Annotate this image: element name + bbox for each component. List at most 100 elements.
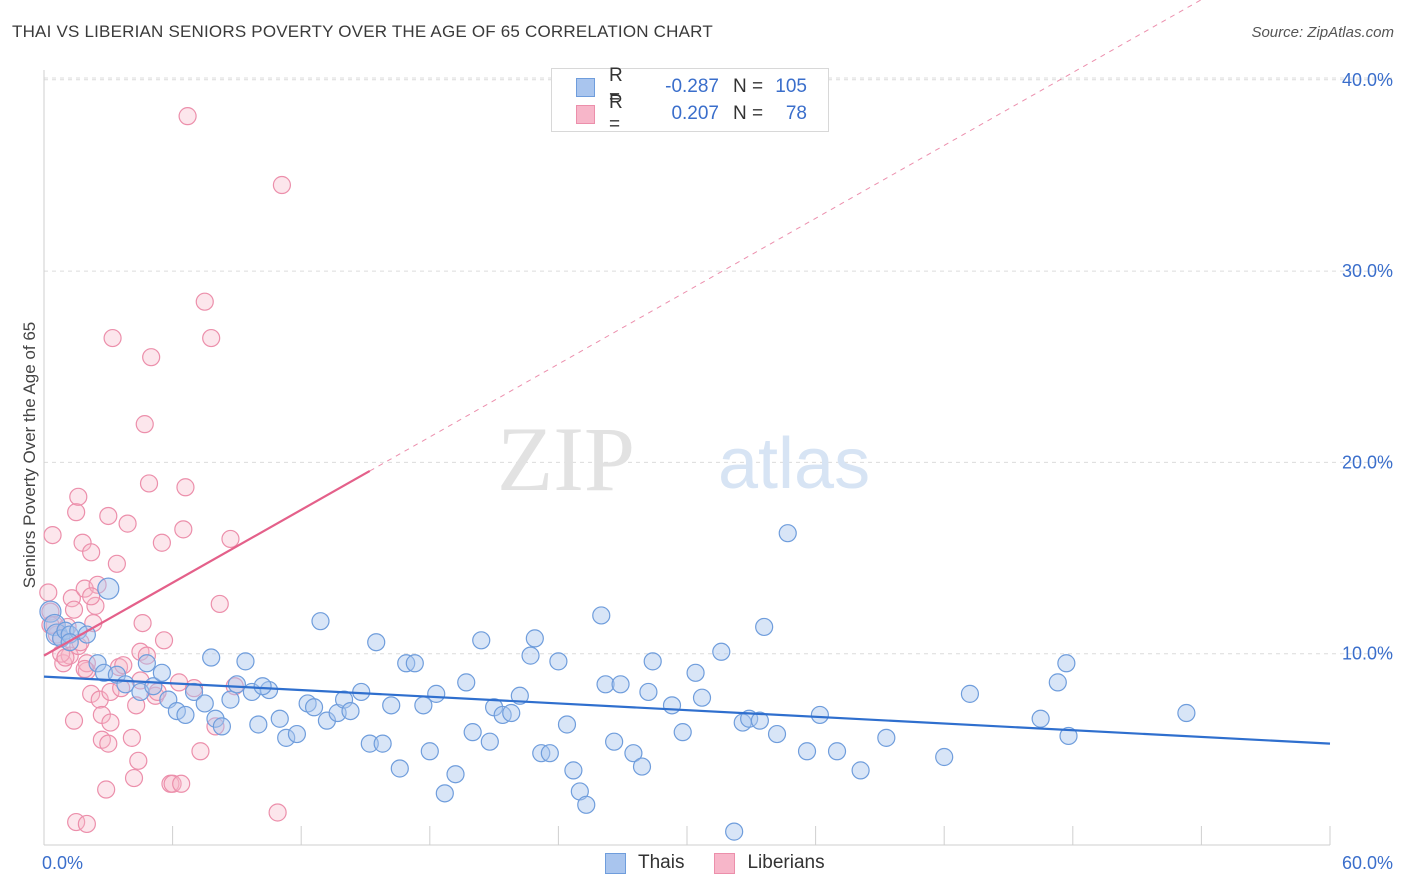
- liberians-point: [118, 514, 137, 533]
- liberians-point: [272, 175, 292, 195]
- thais-point: [564, 761, 583, 780]
- thais-point: [472, 631, 491, 650]
- thais-points: [39, 524, 1196, 841]
- thais-point: [797, 742, 817, 761]
- trend-lines: [43, 0, 1331, 745]
- thais-point: [270, 709, 289, 728]
- liberians-point: [133, 613, 152, 633]
- liberians-swatch: [714, 852, 736, 874]
- thais-point: [767, 724, 787, 744]
- thais-point: [457, 673, 476, 692]
- liberians-point: [64, 600, 84, 619]
- thais-point: [382, 696, 401, 715]
- n-label: N =: [733, 76, 764, 97]
- thais-point: [390, 759, 409, 778]
- thais-point: [686, 663, 705, 682]
- thais-point: [202, 648, 221, 667]
- liberians-point: [137, 646, 156, 665]
- r-value: -0.287: [665, 76, 719, 97]
- thais-point: [463, 723, 482, 742]
- thais-point: [480, 732, 499, 751]
- watermark-zip: ZIP: [497, 408, 635, 510]
- source-label: Source: ZipAtlas.com: [1251, 24, 1394, 41]
- thais-point: [639, 682, 658, 702]
- thais-point: [97, 577, 120, 600]
- y-tick-label: 30.0%: [1342, 261, 1393, 281]
- thais-point: [1057, 654, 1076, 673]
- liberians-point: [43, 525, 62, 545]
- liberians-point: [41, 602, 60, 621]
- liberians-trend-line: [43, 470, 371, 657]
- liberians-point: [178, 107, 197, 126]
- thais-point: [549, 652, 568, 671]
- liberians-point: [176, 478, 195, 497]
- thais-point: [304, 698, 324, 717]
- liberians-point: [101, 682, 120, 702]
- y-tick-label: 40.0%: [1342, 70, 1393, 90]
- axes: [43, 70, 1331, 846]
- liberians-point: [97, 780, 116, 799]
- thais-point: [632, 757, 652, 776]
- thais-point: [405, 654, 424, 673]
- thais-point: [750, 711, 769, 730]
- thais-point: [778, 524, 797, 543]
- r-label: R =: [609, 92, 623, 135]
- legend-item-thais[interactable]: Thais: [605, 852, 684, 874]
- liberians-point: [101, 713, 120, 732]
- thais-point: [510, 686, 529, 705]
- thais-trend-line: [43, 675, 1331, 745]
- liberians-point: [172, 774, 191, 793]
- thais-point: [502, 703, 521, 723]
- liberians-point: [99, 506, 118, 526]
- liberians-point: [210, 594, 229, 614]
- thais-point: [249, 715, 268, 734]
- liberians-point: [127, 696, 146, 715]
- legend-row-thais: R = -0.287 N = 105: [576, 65, 807, 108]
- chart-title: THAI VS LIBERIAN SENIORS POVERTY OVER TH…: [12, 22, 713, 41]
- thais-point: [877, 728, 896, 747]
- y-tick-label: 10.0%: [1342, 644, 1393, 664]
- liberians-point: [103, 328, 122, 348]
- thais-point: [227, 675, 246, 694]
- legend-item-liberians[interactable]: Liberians: [714, 852, 825, 874]
- thais-point: [373, 734, 392, 753]
- liberians-point: [139, 474, 159, 493]
- liberians-point: [221, 529, 240, 549]
- liberians-point: [202, 328, 221, 348]
- liberians-point: [129, 751, 148, 770]
- thais-point: [605, 732, 624, 751]
- thais-point: [521, 646, 540, 665]
- thais-point: [540, 744, 559, 763]
- liberians-point: [174, 520, 193, 539]
- thais-point: [577, 795, 596, 814]
- tick-labels: 10.0% 20.0% 30.0% 40.0% 0.0% 60.0%: [42, 70, 1393, 873]
- thais-point: [725, 822, 744, 841]
- thais-point: [611, 675, 630, 694]
- thais-point: [152, 663, 171, 682]
- liberians-point: [142, 348, 161, 367]
- thais-point: [277, 728, 296, 747]
- liberians-point: [62, 589, 81, 608]
- thais-point: [435, 784, 454, 803]
- series-legend: Thais Liberians: [605, 852, 855, 874]
- liberians-point: [77, 814, 96, 834]
- thais-point: [960, 684, 980, 703]
- watermark: ZIP atlas: [497, 408, 870, 510]
- thais-point: [662, 696, 682, 715]
- legend-row-liberians: R = 0.207 N = 78: [576, 92, 807, 135]
- x-tick-label: 0.0%: [42, 853, 83, 873]
- thais-point: [88, 654, 107, 673]
- watermark-atlas: atlas: [718, 424, 870, 504]
- liberians-point: [69, 487, 88, 506]
- n-label: N =: [733, 103, 764, 124]
- thais-point: [557, 715, 577, 734]
- liberians-point: [122, 728, 141, 747]
- thais-point: [311, 612, 330, 631]
- liberians-point: [39, 583, 58, 602]
- thais-point: [195, 694, 214, 713]
- thais-point: [1177, 703, 1196, 723]
- thais-point: [420, 742, 439, 761]
- liberians-point: [64, 711, 84, 730]
- legend-label-liberians: Liberians: [747, 852, 825, 873]
- thais-point: [525, 629, 544, 648]
